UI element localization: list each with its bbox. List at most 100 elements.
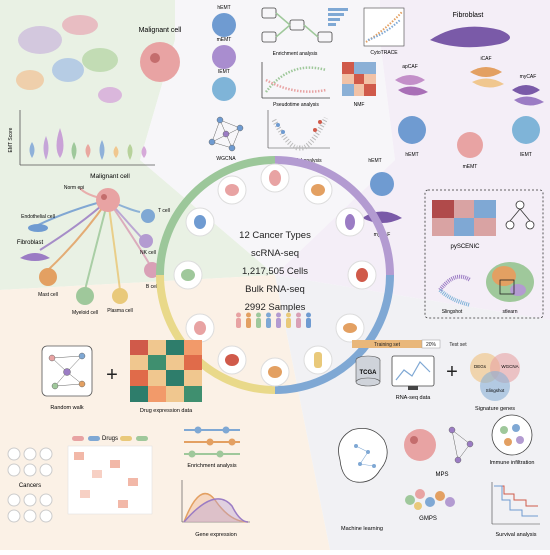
br-sector — [275, 275, 550, 550]
drugs-label: Drugs — [102, 436, 118, 442]
emt-clusters — [212, 13, 236, 101]
degs-label: DEGs — [474, 364, 487, 369]
plus-icon-right: + — [446, 361, 458, 383]
wgcna-label: WGCNA — [216, 156, 236, 162]
t-cell-icon — [141, 209, 155, 223]
plasma-cell-icon — [112, 288, 128, 304]
top-malignant-icon — [140, 42, 180, 82]
random-walk-label: Random walk — [50, 405, 84, 411]
fibroblast-label-left: Fibroblast — [17, 240, 44, 246]
top-lemt-label: lEMT — [218, 69, 230, 75]
enrichment-label-bl: Enrichment analysis — [187, 463, 236, 469]
slingshot-label: Slingshot — [442, 309, 463, 315]
gene-expression-plot — [181, 480, 250, 523]
center-line2: scRNA-seq — [251, 248, 299, 259]
right-hemt2-label: hEMT — [368, 158, 381, 164]
test-label: Test set — [449, 342, 467, 348]
training-label: Training set — [374, 342, 401, 348]
plus-icon-left: + — [106, 364, 118, 386]
stearn-tissue — [486, 262, 534, 302]
enrichment-icon — [261, 7, 348, 43]
emt-score-label: EMT Score — [8, 127, 14, 152]
center-line1: 12 Cancer Types — [239, 230, 311, 241]
slingshot-venn-label: Slingshot — [486, 388, 505, 393]
center-line3: 1,217,505 Cells — [242, 266, 308, 277]
ml-label: Machine learning — [341, 526, 383, 532]
brain-icon — [338, 427, 388, 483]
mast-cell-label: Mast cell — [38, 292, 58, 298]
nmf-label: NMF — [354, 102, 365, 108]
wgcna-venn-label: WGCNA — [501, 364, 518, 369]
fibroblast-icon-right — [430, 26, 510, 48]
wgcna-network — [208, 116, 244, 152]
b-cell-icon — [144, 262, 160, 278]
right-memt-label: mEMT — [463, 164, 478, 170]
cytotrace-plot — [363, 7, 405, 47]
drug-expr-label: Drug expression data — [140, 408, 193, 414]
top-sector — [140, 0, 395, 275]
hemt2-icon — [370, 172, 394, 196]
norm-epi-label: Norm epi — [64, 185, 84, 191]
nk-cell-icon — [139, 234, 153, 248]
right-fibroblast-title: Fibroblast — [453, 12, 484, 19]
endothelial-cell-icon — [28, 224, 48, 232]
immune-label: Immune infiltration — [490, 460, 535, 466]
tcga-database-icon — [355, 355, 381, 387]
volcano-plot — [267, 110, 330, 151]
gene-expr-label: Gene expression — [195, 532, 237, 538]
survival-label: Survival analysis — [496, 532, 537, 538]
people-icons — [236, 312, 311, 328]
signature-label: Signature genes — [475, 406, 515, 412]
malignant-cell-icon — [96, 188, 120, 212]
organ-icons — [173, 163, 377, 387]
caf-groups — [395, 67, 544, 106]
center-line5: 2992 Samples — [245, 302, 306, 313]
center-line4: Bulk RNA-seq — [245, 284, 305, 295]
mps-network — [448, 426, 474, 464]
umap-plot — [16, 15, 122, 103]
cancer-drug-matrix — [67, 445, 153, 515]
right-lemt-label: lEMT — [520, 152, 532, 158]
monitor-icon — [391, 355, 435, 390]
b-cell-label: B cell — [146, 284, 158, 290]
immune-icon — [491, 414, 533, 456]
training-bar — [352, 340, 422, 348]
top-memt-label: mEMT — [217, 37, 232, 43]
endothelial-label: Endothelial cell — [21, 214, 55, 220]
cancer-organ-icons — [7, 447, 53, 523]
nk-cell-label: NK cell — [140, 250, 156, 256]
stearn-label: stlearn — [502, 309, 517, 315]
t-cell-label: T cell — [158, 208, 170, 214]
mast-cell-icon — [39, 268, 57, 286]
pseudotime-plot — [261, 62, 330, 99]
nmf-heatmap — [342, 62, 376, 96]
right-emt-clusters — [398, 116, 540, 158]
fibroblast-icon-left — [20, 253, 50, 261]
cytotrace-label: CytoTRACE — [370, 50, 398, 56]
rnaseq-label: RNA-seq data — [396, 395, 431, 401]
apcaf-label: apCAF — [402, 64, 418, 70]
left-malignant-title: Malignant cell — [90, 173, 130, 180]
mps-cell-icon — [404, 429, 436, 461]
mps-label: MPS — [435, 472, 448, 478]
mycaf-label: myCAF — [520, 74, 537, 80]
enrichment-label: Enrichment analysis — [273, 51, 318, 57]
random-walk-network — [48, 352, 86, 390]
venn-diagram — [470, 353, 520, 401]
top-hemt-label: hEMT — [217, 5, 230, 11]
enrichment-sliders — [184, 426, 240, 458]
tree-icon — [505, 200, 535, 230]
pyscenic-label: pySCENIC — [450, 244, 480, 250]
icaf-label: iCAF — [480, 56, 491, 62]
tcga-label: TCGA — [360, 370, 378, 376]
cancers-label: Cancers — [19, 483, 41, 489]
top-malignant-title: Malignant cell — [139, 27, 182, 34]
slingshot-plot — [438, 274, 472, 307]
plasma-label: Plasma cell — [107, 308, 133, 314]
drug-expression-matrix — [130, 340, 202, 402]
test-bar — [421, 339, 441, 349]
myeloid-label: Myeloid cell — [72, 310, 98, 316]
gmps-label: GMPS — [419, 516, 437, 522]
